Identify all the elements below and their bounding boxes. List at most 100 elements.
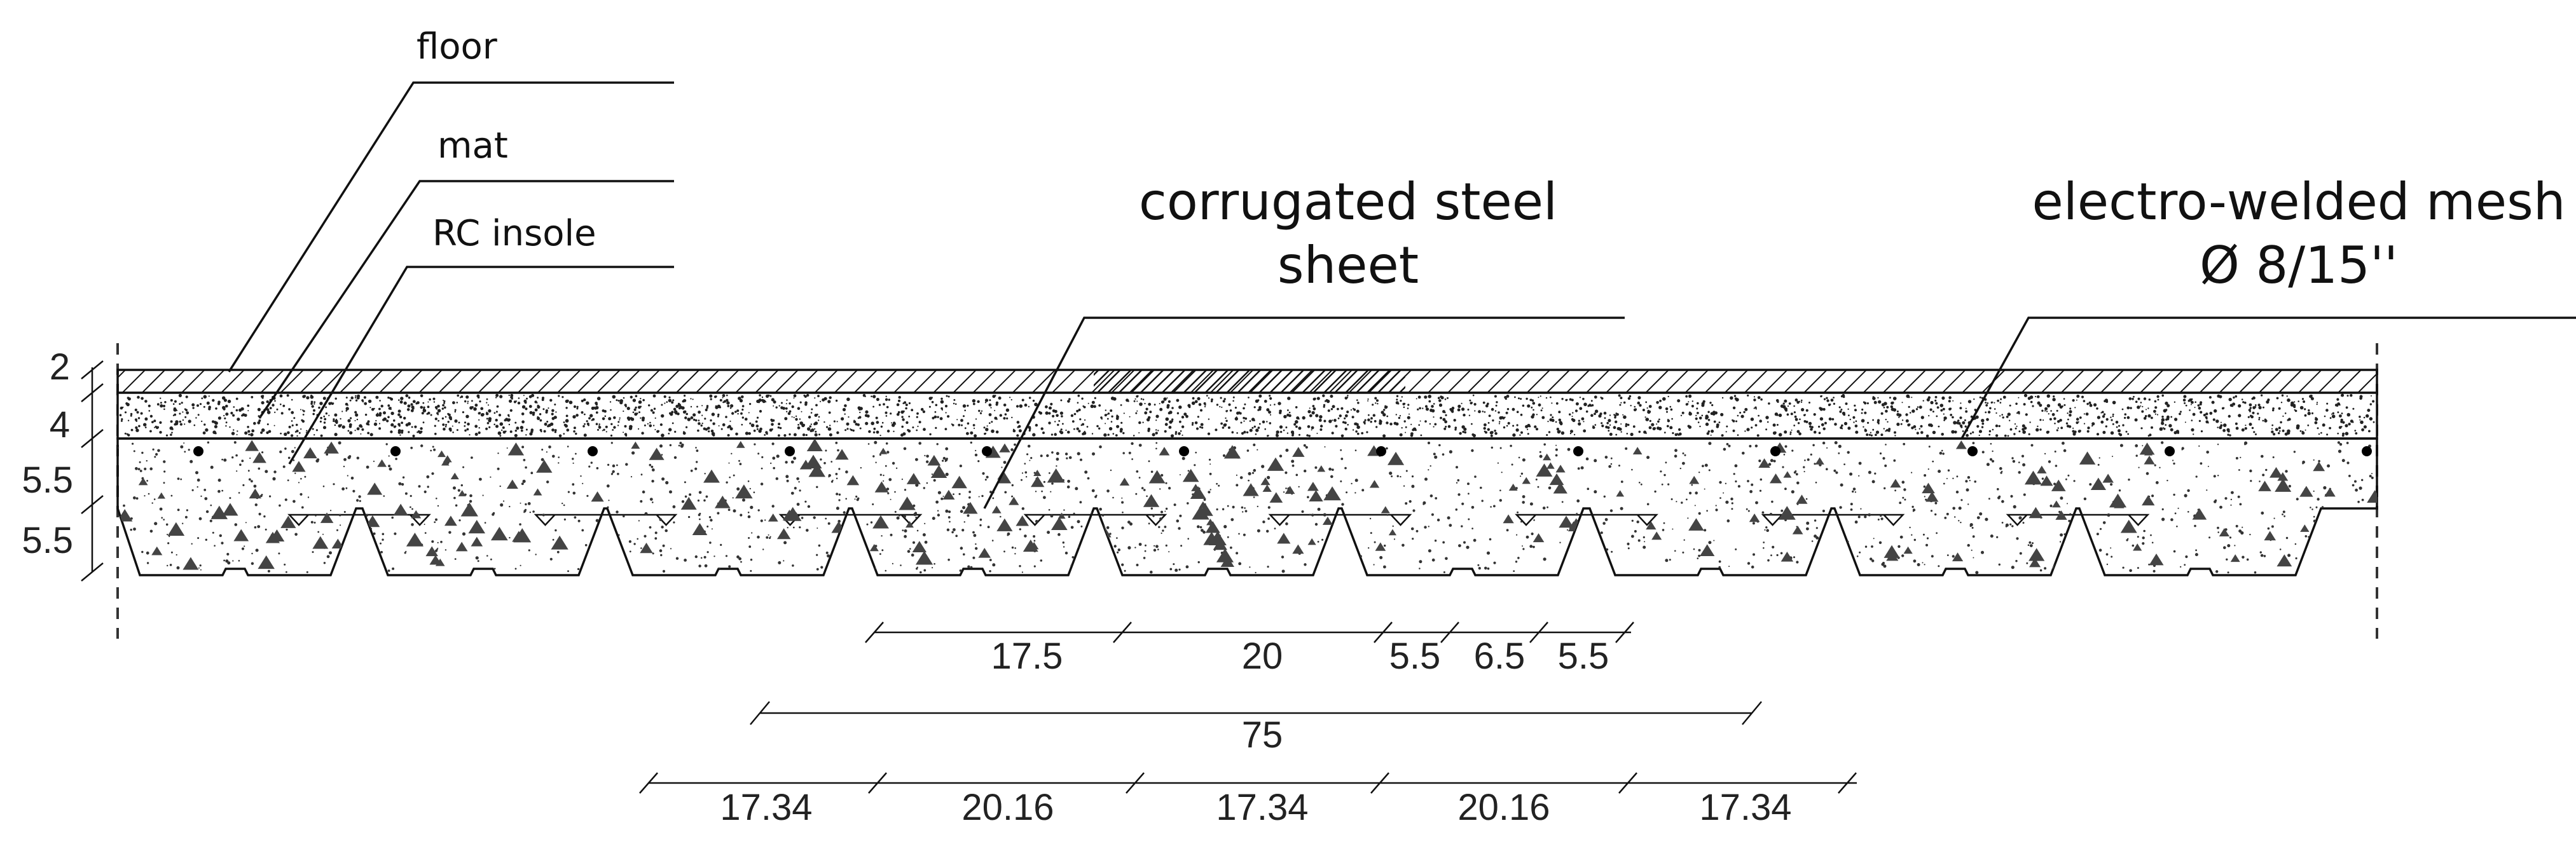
mat-grain <box>1367 418 1370 421</box>
mat-grain <box>502 430 506 434</box>
concrete-grain <box>1161 532 1162 534</box>
mat-grain <box>1672 432 1674 435</box>
aggregate <box>533 488 542 496</box>
concrete-grain <box>1852 487 1856 491</box>
concrete-grain <box>1056 465 1057 467</box>
concrete-grain <box>490 558 492 561</box>
concrete-grain <box>610 473 614 475</box>
mat-grain <box>632 411 635 413</box>
concrete-grain <box>1715 508 1718 512</box>
aggregate <box>429 555 442 565</box>
mat-grain <box>1943 413 1945 415</box>
concrete-grain <box>1826 447 1828 449</box>
mat-grain <box>2023 403 2026 406</box>
concrete-grain <box>410 506 411 508</box>
mat-grain <box>1833 402 1835 405</box>
mat-grain <box>674 430 677 433</box>
concrete-grain <box>307 496 310 498</box>
mat-grain <box>1138 432 1140 433</box>
mat-grain <box>586 422 589 426</box>
concrete-grain <box>1084 470 1088 474</box>
mat-grain <box>953 398 956 401</box>
mat-grain <box>2077 430 2081 433</box>
concrete-grain <box>1127 521 1131 524</box>
mesh-bar <box>193 446 203 456</box>
mat-grain <box>1732 419 1733 421</box>
concrete-grain <box>1458 544 1461 547</box>
mat-grain <box>954 403 957 405</box>
mat-grain <box>1463 427 1467 432</box>
mat-grain <box>1192 397 1195 400</box>
aggregate <box>703 469 720 483</box>
aggregate <box>2300 524 2310 532</box>
aggregate <box>1952 552 1964 562</box>
mat-grain <box>1155 432 1158 435</box>
mat-grain <box>2029 421 2031 423</box>
mat-grain <box>2039 428 2042 431</box>
concrete-grain <box>2261 454 2264 458</box>
concrete-grain <box>2161 441 2164 444</box>
concrete-grain <box>155 453 158 456</box>
mat-grain <box>698 422 701 425</box>
concrete-grain <box>947 559 950 561</box>
concrete-grain <box>2272 456 2275 458</box>
concrete-grain <box>1991 459 1995 463</box>
concrete-grain <box>1665 559 1669 562</box>
mat-grain <box>390 424 393 426</box>
mat-grain <box>495 425 499 428</box>
concrete-grain <box>1986 463 1990 466</box>
mat-grain <box>1916 432 1919 435</box>
concrete-grain <box>383 495 385 497</box>
mat-grain <box>1750 418 1754 421</box>
mat-grain <box>1732 406 1736 409</box>
concrete-grain <box>1050 491 1052 493</box>
mat-grain <box>1073 428 1075 430</box>
concrete-grain <box>294 447 296 449</box>
mat-grain <box>2278 430 2281 432</box>
dimension-tick <box>1370 772 1389 794</box>
concrete-grain <box>698 491 702 494</box>
mat-grain <box>649 424 652 428</box>
mat-grain <box>2369 417 2373 421</box>
mat-grain <box>799 401 802 404</box>
mat-grain <box>799 421 803 425</box>
mat-grain <box>2326 402 2329 405</box>
aggregate <box>320 512 334 523</box>
concrete-grain <box>453 486 456 490</box>
concrete-grain <box>2195 549 2198 552</box>
mat-grain <box>1078 430 1081 433</box>
concrete-grain <box>1735 548 1737 550</box>
concrete-grain <box>313 521 316 524</box>
mat-grain <box>1327 409 1330 412</box>
concrete-grain <box>149 467 153 470</box>
mat-grain <box>836 431 839 434</box>
concrete-grain <box>133 450 135 453</box>
mat-grain <box>1319 425 1323 428</box>
thickness-floor: 2 <box>50 346 70 388</box>
mat-grain <box>2048 413 2049 415</box>
concrete-grain <box>312 551 314 554</box>
mat-grain <box>224 417 226 419</box>
concrete-grain <box>572 462 574 464</box>
concrete-grain <box>2194 524 2196 528</box>
concrete-grain <box>1033 540 1036 542</box>
concrete-grain <box>2214 499 2217 502</box>
aggregate <box>1190 486 1206 500</box>
mat-grain <box>427 405 430 409</box>
concrete-grain <box>444 549 447 551</box>
mat-grain <box>1697 421 1700 423</box>
mat-grain <box>355 395 357 397</box>
mat-grain <box>495 393 499 397</box>
mat-grain <box>517 402 521 405</box>
concrete-grain <box>1971 549 1973 551</box>
concrete-grain <box>1760 478 1763 481</box>
concrete-grain <box>942 459 944 462</box>
mat-grain <box>306 430 308 432</box>
mat-grain <box>2367 409 2371 412</box>
mat-grain <box>1707 430 1711 433</box>
concrete-grain <box>382 533 385 536</box>
concrete-grain <box>1165 544 1167 547</box>
mat-grain <box>2068 425 2072 428</box>
mat-grain <box>990 407 992 409</box>
mat-grain <box>717 413 720 416</box>
